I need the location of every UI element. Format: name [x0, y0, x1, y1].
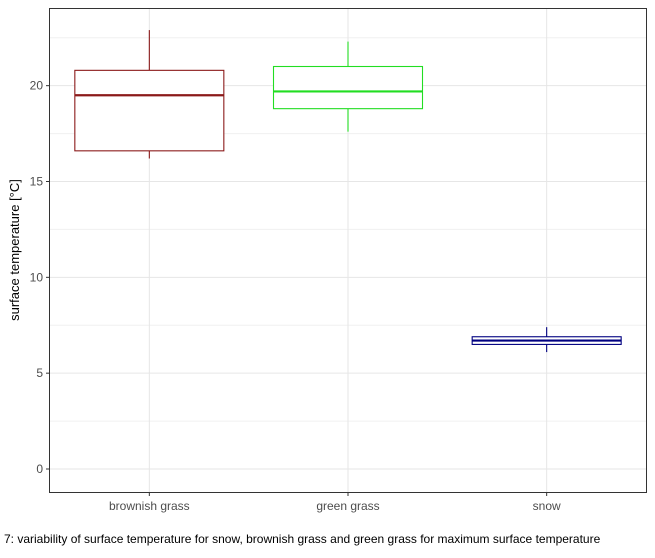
y-tick-label: 0	[36, 462, 43, 476]
y-tick-label: 15	[30, 175, 44, 189]
x-axis: brownish grass green grass snow	[109, 492, 561, 513]
figure-caption: 7: variability of surface temperature fo…	[4, 532, 601, 546]
boxplot-chart: 0 5 10 15 20 brownish grass green grass snow s…	[7, 8, 647, 513]
y-tick-label: 20	[30, 79, 44, 93]
x-tick-label: snow	[533, 499, 561, 513]
x-tick-label: brownish grass	[109, 499, 190, 513]
y-axis-label: surface temperature [°C]	[7, 179, 22, 321]
box-green-grass	[272, 41, 424, 132]
y-axis: 0 5 10 15 20	[30, 79, 50, 476]
y-tick-label: 10	[30, 270, 44, 284]
x-tick-label: green grass	[316, 499, 379, 513]
boxes-layer	[74, 30, 622, 353]
box-brownish-grass	[74, 30, 225, 159]
y-tick-label: 5	[36, 366, 43, 380]
box-iqr	[272, 65, 424, 110]
box-snow	[471, 327, 622, 353]
box-iqr	[74, 69, 225, 152]
